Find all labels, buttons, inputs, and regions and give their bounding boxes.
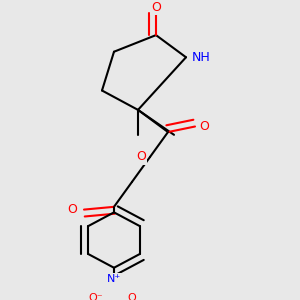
Text: NH: NH [192, 51, 210, 64]
Text: O: O [199, 120, 209, 133]
Text: O: O [128, 293, 136, 300]
Text: O: O [136, 151, 146, 164]
Text: O: O [151, 1, 161, 14]
Text: O⁻: O⁻ [89, 293, 103, 300]
Text: N⁺: N⁺ [107, 274, 121, 284]
Text: O: O [67, 203, 77, 216]
